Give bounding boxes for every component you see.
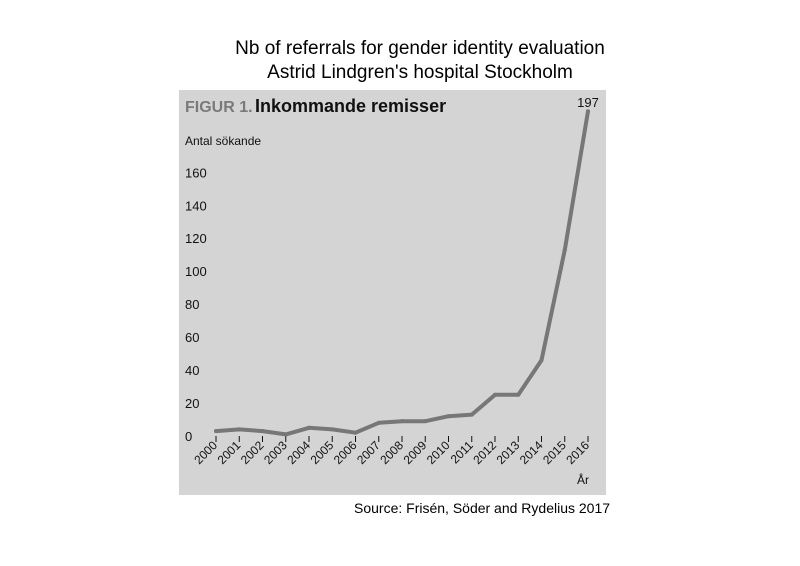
data-point	[562, 247, 567, 252]
x-axis-label: År	[577, 472, 589, 487]
x-tick-label: 2006	[331, 438, 360, 467]
data-point	[376, 420, 381, 425]
y-axis-label: Antal sökande	[185, 134, 261, 148]
y-tick-label: 60	[185, 330, 199, 345]
y-tick-label: 100	[185, 264, 207, 279]
line-chart: FIGUR 1. Inkommande remisser Antal sökan…	[185, 95, 599, 487]
y-tick-label: 20	[185, 396, 199, 411]
data-point	[237, 427, 242, 432]
x-tick-label: 2008	[377, 438, 406, 467]
value-annotation: 197	[577, 95, 599, 110]
x-tick-label: 2001	[215, 438, 244, 467]
data-point	[423, 419, 428, 424]
x-tick-label: 2005	[308, 438, 337, 467]
y-tick-label: 140	[185, 198, 207, 213]
series-line	[214, 109, 590, 437]
x-tick-label: 2004	[284, 438, 313, 467]
x-tick-label: 2002	[238, 438, 267, 467]
x-tick-label: 2014	[517, 438, 546, 467]
figure-title: Inkommande remisser	[255, 96, 446, 116]
data-point	[260, 429, 265, 434]
data-point	[493, 392, 497, 397]
x-tick-label: 2010	[424, 438, 453, 467]
data-point	[516, 392, 521, 397]
x-tick-label: 2016	[563, 438, 592, 467]
x-tick-label: 2007	[354, 438, 383, 467]
data-point	[283, 432, 288, 437]
y-tick-label: 40	[185, 363, 199, 378]
x-tick-label: 2003	[261, 438, 290, 467]
x-tick-label: 2015	[540, 438, 569, 467]
x-tick-label: 2011	[448, 438, 476, 466]
x-tick-label: 2000	[191, 438, 220, 467]
chart-title-line-2: Astrid Lindgren's hospital Stockholm	[267, 62, 573, 83]
data-point	[330, 427, 335, 432]
chart-panel: FIGUR 1. Inkommande remisser Antal sökan…	[179, 90, 606, 495]
figure-label: FIGUR 1.	[185, 99, 253, 116]
source-note: Source: Frisén, Söder and Rydelius 2017	[354, 500, 611, 516]
y-tick-label: 120	[185, 231, 207, 246]
x-tick-label: 2012	[470, 438, 499, 467]
data-point	[307, 425, 311, 430]
chart-title-line-1: Nb of referrals for gender identity eval…	[235, 38, 605, 59]
x-tick-label: 2013	[494, 438, 523, 467]
data-point	[400, 419, 404, 424]
data-point	[469, 412, 474, 417]
y-tick-label: 80	[185, 297, 199, 312]
data-point	[214, 429, 218, 434]
data-point	[539, 358, 544, 363]
data-point	[353, 430, 358, 435]
data-point	[446, 414, 451, 419]
data-point	[586, 109, 590, 114]
y-tick-label: 0	[185, 429, 192, 444]
y-tick-label: 160	[185, 165, 207, 180]
x-tick-label: 2009	[401, 438, 430, 467]
